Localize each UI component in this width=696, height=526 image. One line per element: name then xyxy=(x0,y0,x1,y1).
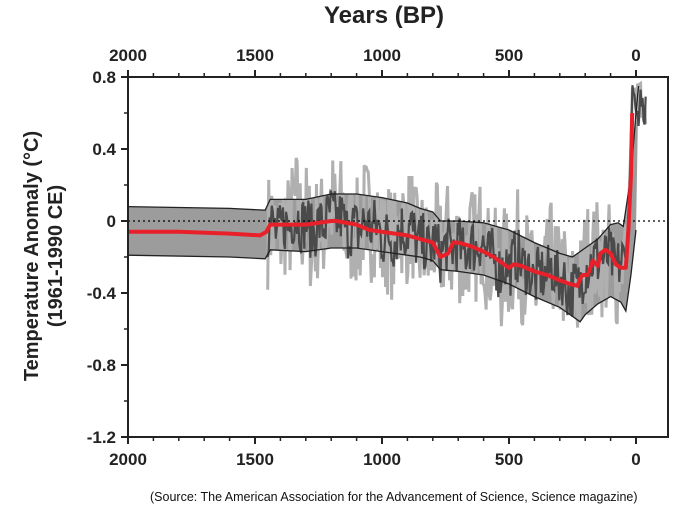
x-tick-label-bottom: 1500 xyxy=(236,450,274,469)
y-tick-label: -1.2 xyxy=(87,428,116,447)
y-tick-label: -0.4 xyxy=(87,284,117,303)
x-tick-label-top: 0 xyxy=(631,46,640,65)
temperature-anomaly-chart: Years (BP) Temperature Anomaly (°C) (196… xyxy=(21,2,669,469)
plot-area xyxy=(128,80,668,328)
y-tick-label: 0.8 xyxy=(92,68,116,87)
x-tick-label-bottom: 500 xyxy=(495,450,523,469)
source-annotation: (Source: The American Association for th… xyxy=(150,490,638,504)
y-tick-label: 0 xyxy=(107,212,116,231)
upper-bound-line xyxy=(128,85,640,258)
x-tick-label-top: 1500 xyxy=(236,46,274,65)
x-tick-label-top: 1000 xyxy=(363,46,401,65)
y-tick-label: 0.4 xyxy=(92,140,116,159)
y-tick-label: -0.8 xyxy=(87,356,116,375)
axes: 0.8 0.4 0 -0.4 -0.8 -1.2 2000 2000 1500 1500 1000 1… xyxy=(87,46,669,469)
y-axis-subtitle: (1961-1990 CE) xyxy=(45,185,67,327)
x-tick-label-top: 2000 xyxy=(109,46,147,65)
x-tick-label-bottom: 2000 xyxy=(109,450,147,469)
x-tick-label-top: 500 xyxy=(495,46,523,65)
chart-title: Years (BP) xyxy=(324,2,444,29)
mean-temperature-line xyxy=(128,112,635,288)
y-axis-title: Temperature Anomaly (°C) xyxy=(21,131,43,381)
lower-bound-line xyxy=(128,229,637,323)
x-tick-label-bottom: 0 xyxy=(631,450,640,469)
y-axis-title-group: Temperature Anomaly (°C) (1961-1990 CE) xyxy=(21,131,67,381)
x-tick-label-bottom: 1000 xyxy=(363,450,401,469)
